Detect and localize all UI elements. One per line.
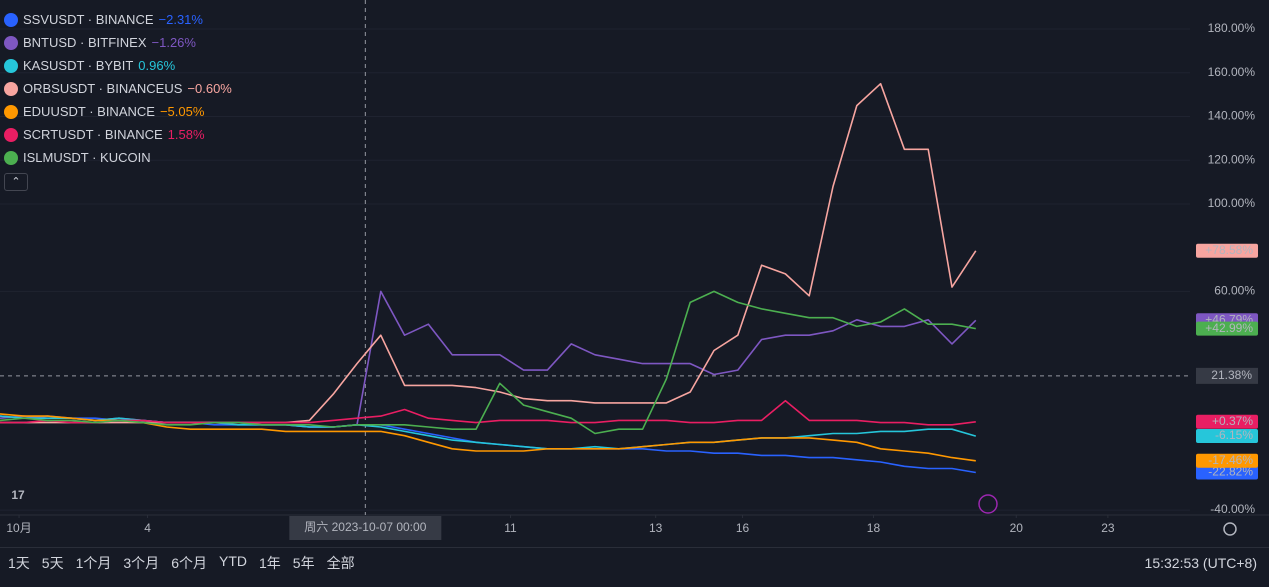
legend-item: ORBSUSDT · BINANCEUS −0.60%: [4, 77, 232, 100]
series-line: [0, 290, 976, 435]
range-button[interactable]: 全部: [326, 555, 355, 571]
toolbar: 1天 5天 1个月 3个月 6个月 YTD 1年 5年 全部 15:32:53 (UTC+8): [0, 547, 1269, 578]
series-line: [0, 413, 976, 462]
price-label: -22.82%: [1208, 465, 1253, 479]
x-tick-label: 10月: [6, 521, 31, 535]
symbol-icon: [4, 12, 18, 27]
y-tick-label: 180.00%: [1208, 21, 1256, 35]
range-button[interactable]: 5天: [41, 555, 64, 571]
symbol-change: 0.96%: [138, 58, 176, 73]
range-button[interactable]: 1天: [8, 555, 30, 571]
symbol-name: ISLMUSDT · KUCOIN: [23, 150, 151, 165]
legend-item: EDUUSDT · BINANCE −5.05%: [4, 100, 232, 123]
lightning-button: [978, 494, 998, 514]
series-line: [0, 399, 976, 426]
y-tick-label: -40.00%: [1210, 502, 1255, 516]
symbol-icon: [4, 58, 18, 73]
price-label: +42.99%: [1205, 321, 1253, 335]
x-tick-label: 13: [649, 521, 663, 535]
symbol-name: BNTUSD · BITFINEX: [23, 35, 147, 50]
collapse-button[interactable]: ⌃: [4, 173, 28, 191]
symbol-icon: [4, 104, 18, 119]
symbol-change: 1.58%: [167, 127, 205, 142]
range-button[interactable]: 1个月: [75, 555, 112, 571]
range-button[interactable]: 5年: [292, 555, 315, 571]
symbol-name: EDUUSDT · BINANCE: [23, 104, 155, 119]
legend-item: SSVUSDT · BINANCE −2.31%: [4, 8, 232, 31]
symbol-name: ORBSUSDT · BINANCEUS: [23, 81, 183, 96]
crosshair-x-label: 周六 2023-10-07 00:00: [304, 520, 426, 534]
x-tick-label: 4: [144, 521, 151, 535]
range-button[interactable]: YTD: [218, 553, 247, 569]
crosshair-y-box: [1196, 367, 1258, 384]
crosshair-y-label: 21.38%: [1211, 368, 1252, 382]
chart: 180.00% 160.00% 140.00% 120.00% 100.00% 60.00…: [0, 0, 1269, 547]
legend-item: BNTUSD · BITFINEX −1.26%: [4, 31, 232, 54]
plot-bg: [0, 0, 1269, 547]
price-label: -17.46%: [1208, 453, 1253, 467]
price-label: +0.37%: [1212, 414, 1253, 428]
y-tick-label: 160.00%: [1208, 65, 1256, 79]
legend-item: SCRTUSDT · BINANCE 1.58%: [4, 123, 232, 146]
symbol-change: −2.31%: [158, 12, 203, 27]
price-label: +78.58%: [1205, 243, 1253, 257]
price-label-box: [1196, 321, 1258, 336]
symbol-icon: [4, 150, 18, 165]
x-tick-label: 23: [1101, 521, 1115, 535]
x-tick-label: 18: [867, 521, 881, 535]
x-tick-label: 20: [1010, 521, 1024, 535]
y-tick-label: 120.00%: [1208, 152, 1256, 166]
symbol-name: SSVUSDT · BINANCE: [23, 12, 154, 27]
logo: 17: [11, 488, 25, 502]
symbol-change: −1.26%: [151, 35, 196, 50]
symbol-name: KASUSDT · BYBIT: [23, 58, 134, 73]
price-label: -6.15%: [1215, 428, 1253, 442]
crosshair-x-box: [289, 516, 442, 540]
symbol-change: −0.60%: [187, 81, 232, 96]
price-label-box: [1196, 243, 1258, 258]
symbol-change: −5.05%: [159, 104, 205, 119]
symbol-icon: [4, 35, 18, 50]
range-button[interactable]: 1年: [258, 555, 281, 571]
price-label-box: [1196, 414, 1258, 429]
range-button[interactable]: 3个月: [123, 555, 160, 571]
y-tick-label: 60.00%: [1214, 284, 1255, 298]
legend-item: ISLMUSDT · KUCOIN: [4, 146, 232, 169]
clock: 15:32:53 (UTC+8): [1144, 555, 1257, 571]
symbol-icon: [4, 81, 18, 96]
settings-gear: [1223, 522, 1237, 536]
legend-item: KASUSDT · BYBIT 0.96%: [4, 54, 232, 77]
symbol-name: SCRTUSDT · BINANCE: [23, 127, 163, 142]
x-tick-label: 11: [504, 521, 517, 535]
price-label-box: [1196, 453, 1258, 468]
y-tick-label: 100.00%: [1208, 196, 1256, 210]
price-label-box: [1196, 465, 1258, 480]
legend: SSVUSDT · BINANCE −2.31% BNTUSD · BITFINEX…: [4, 8, 232, 191]
range-button[interactable]: 6个月: [171, 555, 207, 571]
symbol-icon: [4, 127, 18, 142]
price-label-box: [1196, 429, 1258, 444]
y-tick-label: 140.00%: [1208, 109, 1256, 123]
x-tick-label: 16: [736, 521, 750, 535]
